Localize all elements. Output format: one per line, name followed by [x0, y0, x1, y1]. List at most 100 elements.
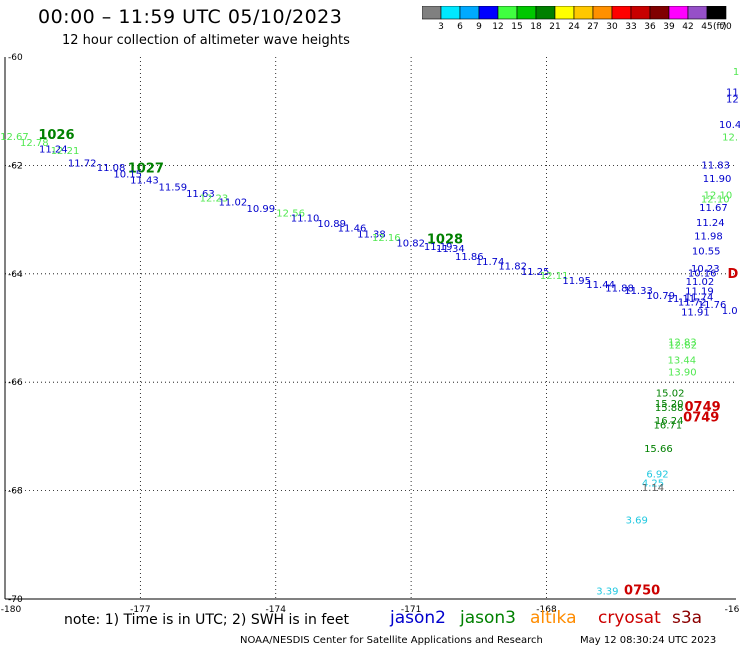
colorbar-label: 3 — [438, 22, 444, 32]
wave-height-label: 1.14 — [642, 483, 664, 494]
wave-height-label: 11.19 — [685, 287, 714, 298]
wave-height-label: 1.0 — [722, 306, 738, 317]
map-title: 00:00 – 11:59 UTC 05/10/2023 — [38, 6, 343, 28]
pass-time-label: 1026 — [38, 128, 74, 143]
legend-jason2: jason2 — [390, 608, 446, 628]
x-tick-label: -177 — [130, 605, 150, 615]
wave-height-label: 11.72 — [678, 297, 707, 308]
pass-time-label: 0750 — [624, 583, 660, 598]
wave-height-label: 10.16 — [688, 269, 717, 280]
wave-height-label: 11.10 — [291, 213, 320, 224]
wave-height-label: 11.02 — [219, 198, 248, 209]
y-tick-label: -66 — [8, 378, 23, 388]
wave-height-label: 11.67 — [699, 203, 728, 214]
wave-height-label: 6.92 — [646, 469, 668, 480]
generated-timestamp: May 12 08:30:24 UTC 2023 — [580, 635, 717, 646]
wave-height-label: 11.91 — [681, 308, 710, 319]
wave-height-label: 11 — [726, 88, 739, 99]
wave-height-label: 11.90 — [703, 174, 732, 185]
wave-height-label: 12.10 — [701, 194, 730, 205]
wave-height-label: 10.79 — [646, 291, 675, 302]
colorbar-label: 70 — [720, 22, 732, 32]
wave-height-label: 11.24 — [39, 145, 68, 156]
wave-height-label: 11.44 — [586, 280, 615, 291]
wave-height-label: 11.76 — [698, 300, 727, 311]
wave-height-label: 15.66 — [644, 444, 673, 455]
wave-height-label: 11.72 — [68, 159, 97, 170]
x-tick-label: -180 — [1, 605, 22, 615]
wave-height-label: 11.38 — [357, 230, 386, 241]
wave-height-label: 12.82 — [668, 340, 697, 351]
wave-height-label: 12.23 — [200, 193, 229, 204]
wave-height-label: 10.15 — [113, 170, 142, 181]
map-subtitle: 12 hour collection of altimeter wave hei… — [62, 33, 350, 48]
colorbar — [422, 6, 727, 20]
wave-height-label: 11.02 — [686, 277, 715, 288]
wave-height-label: 16.71 — [654, 420, 683, 431]
wave-height-label: 16.24 — [655, 416, 684, 427]
colorbar-label: 6 — [457, 22, 463, 32]
wave-height-label: 3.39 — [596, 586, 618, 597]
wave-height-label: 15.02 — [656, 388, 685, 399]
colorbar-label: 9 — [476, 22, 482, 32]
legend-cryosat: cryosat — [598, 608, 661, 628]
wave-height-label: 11.19 — [424, 242, 453, 253]
y-tick-label: -60 — [8, 53, 23, 63]
footer-note: note: 1) Time is in UTC; 2) SWH is in fe… — [64, 612, 350, 628]
wave-height-label: 13.44 — [668, 355, 697, 366]
wave-height-label: 11.33 — [624, 286, 653, 297]
wave-height-label: 11.74 — [476, 257, 505, 268]
wave-height-label: 15.88 — [655, 403, 684, 414]
wave-height-label: 12. — [722, 133, 738, 144]
wave-height-label: 11.24 — [696, 218, 725, 229]
wave-height-label: 10.55 — [692, 246, 721, 257]
wave-height-label: 11.11 — [667, 294, 696, 305]
pass-time-label: 1028 — [427, 233, 463, 248]
wave-height-label: 1 — [733, 67, 739, 78]
wave-height-label: 12.78 — [20, 138, 49, 149]
colorbar-label: 42 — [682, 22, 694, 32]
wave-height-label: 11.43 — [130, 175, 159, 186]
legend-altika: altika — [530, 608, 577, 628]
colorbar-label: 33 — [625, 22, 637, 32]
pass-time-label: 0749 — [685, 400, 721, 415]
y-tick-label: -62 — [8, 161, 23, 171]
wave-height-label: 11.59 — [159, 183, 188, 194]
wave-height-label: 10.89 — [317, 219, 346, 230]
colorbar-label: 30 — [606, 22, 618, 32]
wave-height-label: 11.86 — [455, 252, 484, 263]
wave-height-label: 11.25 — [521, 267, 550, 278]
wave-height-label: 12.21 — [51, 146, 80, 157]
colorbar-swatch — [706, 6, 727, 20]
wave-height-label: 11.46 — [338, 224, 367, 235]
wave-height-label: 12.83 — [668, 338, 697, 349]
wave-height-label: 12.16 — [372, 233, 401, 244]
x-tick-label: -171 — [401, 605, 421, 615]
wave-height-label: 12 — [726, 95, 739, 106]
colorbar-label: 27 — [587, 22, 599, 32]
wave-height-label: 11.74 — [685, 293, 714, 304]
wave-height-label: 11.83 — [701, 160, 730, 171]
wave-height-label: 11.88 — [605, 283, 634, 294]
y-tick-label: -70 — [8, 595, 23, 605]
wave-height-label: 11.63 — [186, 189, 215, 200]
wave-height-label: 10.4 — [719, 120, 740, 131]
wave-height-label: 11.08 — [97, 163, 126, 174]
colorbar-label: 21 — [549, 22, 561, 32]
credit-line: NOAA/NESDIS Center for Satellite Applica… — [240, 635, 543, 646]
colorbar-label: 15 — [511, 22, 523, 32]
colorbar-label: 45 — [701, 22, 713, 32]
colorbar-label: 12 — [492, 22, 504, 32]
wave-height-label: 12.56 — [276, 209, 305, 220]
pass-time-label: D — [727, 267, 738, 282]
wave-height-label: 12.67 — [0, 132, 29, 143]
colorbar-label: 24 — [568, 22, 580, 32]
colorbar-unit: (ft) — [713, 22, 727, 32]
wave-height-label: 10.99 — [247, 204, 276, 215]
y-tick-label: -64 — [8, 270, 23, 280]
wave-height-label: 3.69 — [626, 515, 648, 526]
wave-height-label: 13.90 — [668, 367, 697, 378]
x-tick-label: -174 — [266, 605, 287, 615]
colorbar-label: 39 — [663, 22, 675, 32]
